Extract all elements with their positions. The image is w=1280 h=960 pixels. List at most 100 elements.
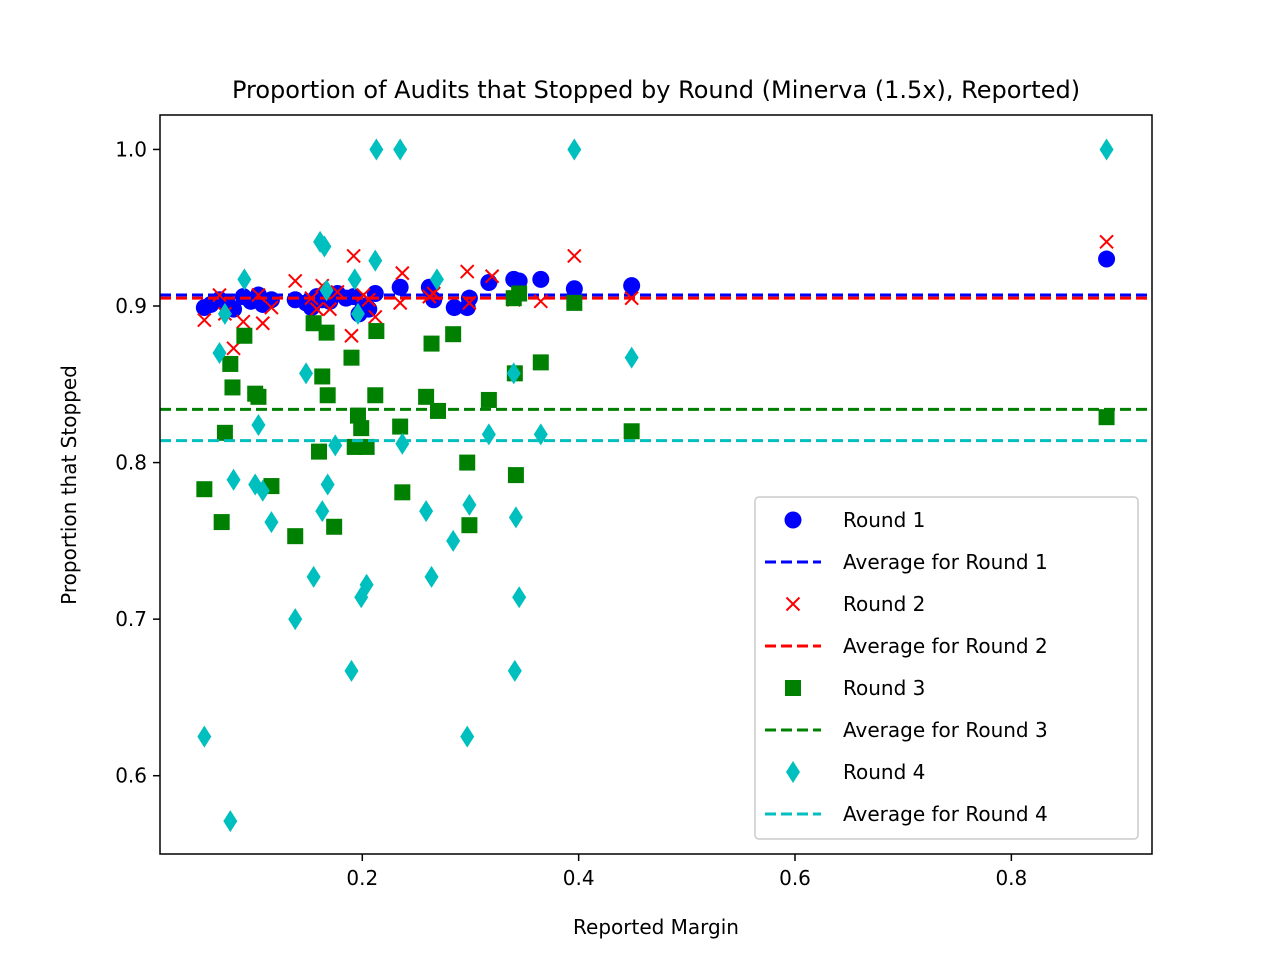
y-tick-label: 0.7 <box>115 607 147 631</box>
data-point <box>512 586 527 609</box>
y-tick-label: 1.0 <box>115 137 147 161</box>
legend-label: Average for Round 2 <box>843 634 1048 658</box>
data-point <box>507 467 524 484</box>
legend-marker-handle <box>785 596 801 612</box>
data-point <box>419 500 434 523</box>
data-point <box>213 514 230 531</box>
data-point <box>567 248 582 264</box>
data-point <box>350 302 365 325</box>
data-point <box>212 341 227 364</box>
y-tick-label: 0.9 <box>115 294 147 318</box>
legend-item-round-1: Round 1 <box>784 508 925 532</box>
data-point <box>314 368 331 385</box>
data-point <box>423 335 440 352</box>
data-point <box>226 468 241 491</box>
legend-item-round-2: Round 2 <box>785 592 925 616</box>
data-point <box>311 443 328 460</box>
legend-box <box>754 496 1139 840</box>
x-tick-label: 0.6 <box>779 866 811 890</box>
y-tick-label: 0.8 <box>115 451 147 475</box>
data-point <box>567 138 582 161</box>
data-point <box>623 423 640 440</box>
data-point <box>368 249 383 272</box>
data-point <box>566 294 583 311</box>
data-point <box>318 324 335 341</box>
data-point <box>624 346 639 369</box>
x-tick-label: 0.2 <box>346 866 378 890</box>
axes-frame <box>159 114 1153 855</box>
x-tick-label: 0.4 <box>563 866 595 890</box>
legend-marker-handle <box>785 680 801 696</box>
legend-label: Round 4 <box>843 760 925 784</box>
data-point <box>460 264 475 279</box>
data-point <box>320 473 335 496</box>
data-point <box>507 659 522 682</box>
data-point <box>1098 250 1116 268</box>
legend-marker-handle <box>784 511 802 529</box>
data-point <box>264 511 279 534</box>
legend-item-average-round-3: Average for Round 3 <box>765 718 1048 742</box>
x-tick-label: 0.8 <box>995 866 1027 890</box>
data-point <box>250 388 267 405</box>
legend-label: Round 1 <box>843 508 925 532</box>
data-point <box>391 278 409 296</box>
data-point <box>510 272 528 290</box>
data-point <box>288 608 303 631</box>
data-point <box>506 362 521 385</box>
data-point <box>255 316 270 331</box>
data-point <box>358 438 375 455</box>
data-point <box>484 269 500 284</box>
data-point <box>344 659 359 682</box>
data-point <box>462 493 477 516</box>
data-point <box>429 268 444 291</box>
data-point <box>480 391 497 408</box>
data-point <box>532 270 550 288</box>
data-point <box>346 248 361 264</box>
plot-area <box>160 138 1152 833</box>
data-point <box>511 285 528 302</box>
data-point <box>430 402 447 419</box>
series-round-4 <box>197 138 1114 833</box>
data-point <box>236 327 253 344</box>
data-point <box>418 388 435 405</box>
data-point <box>306 565 321 588</box>
data-point <box>393 138 408 161</box>
data-point <box>1098 409 1115 426</box>
data-point <box>315 500 330 523</box>
data-point <box>236 314 251 329</box>
data-point <box>326 518 343 535</box>
data-point <box>459 454 476 471</box>
data-point <box>395 432 410 455</box>
data-point <box>565 280 583 298</box>
data-point <box>392 418 409 435</box>
data-point <box>196 481 213 498</box>
data-point <box>197 725 212 748</box>
data-point <box>623 277 641 295</box>
legend-marker-handle <box>786 761 800 783</box>
data-point <box>288 273 303 289</box>
series-round-3 <box>196 285 1115 545</box>
data-point <box>353 420 370 437</box>
y-tick-label: 0.6 <box>115 764 147 788</box>
data-point <box>368 309 383 325</box>
data-point <box>532 354 549 371</box>
data-point <box>330 284 345 300</box>
data-point <box>255 479 270 502</box>
data-point <box>361 292 376 307</box>
data-point <box>367 387 384 404</box>
legend-item-average-round-4: Average for Round 4 <box>765 802 1048 826</box>
data-point <box>224 379 241 396</box>
x-axis-label: Reported Margin <box>573 915 739 939</box>
data-point <box>359 573 374 596</box>
legend-item-average-round-2: Average for Round 2 <box>765 634 1048 658</box>
data-point <box>305 315 322 332</box>
data-point <box>446 529 461 552</box>
legend-item-average-round-1: Average for Round 1 <box>765 550 1048 574</box>
data-point <box>317 235 332 258</box>
data-point <box>460 725 475 748</box>
data-point <box>222 355 239 372</box>
legend-label: Average for Round 4 <box>843 802 1048 826</box>
data-point <box>251 414 266 437</box>
data-point <box>344 328 359 343</box>
